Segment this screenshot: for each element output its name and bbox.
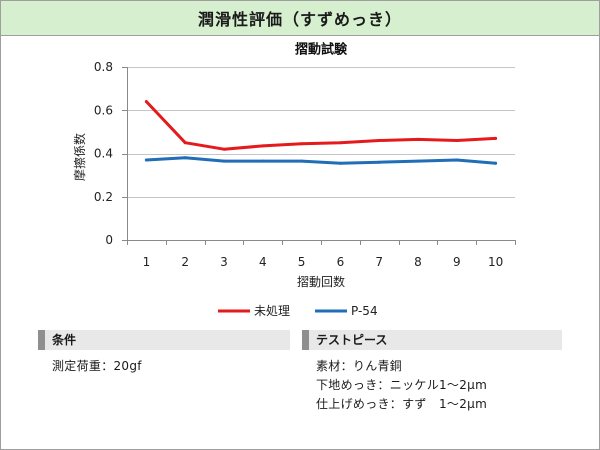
test-piece-body: 素材：りん青銅 下地めっき：ニッケル1～2μm 仕上げめっき：すず 1～2μm: [302, 357, 562, 414]
legend-item: P-54: [315, 304, 378, 318]
y-tick-label: 0.8: [94, 60, 113, 74]
page-header: 潤滑性評価（すずめっき）: [0, 0, 600, 36]
x-tick-labels: 1 2 3 4 5 6 7 8 9 10: [143, 255, 504, 269]
x-tick-label: 3: [220, 255, 228, 269]
y-tick-label: 0: [105, 233, 113, 247]
x-tick-label: 5: [298, 255, 306, 269]
chart-title: 摺動試験: [295, 42, 348, 58]
x-tick-label: 1: [143, 255, 151, 269]
series-0: [144, 100, 498, 151]
y-tick-label: 0.4: [94, 147, 113, 161]
series-line: [144, 156, 498, 165]
x-tick-label: 8: [414, 255, 422, 269]
legend-label: 未処理: [254, 304, 290, 318]
conditions-heading: 条件: [38, 330, 290, 350]
y-tick-labels: 0 0.2 0.4 0.6 0.8: [94, 60, 113, 247]
friction-line-chart: 摺動試験 0 0.2 0.4 0.6 0.8 1 2 3 4 5 6 7 8 9 10 摩擦係数 摺動回数…: [72, 42, 516, 318]
y-axis-label: 摩擦係数: [72, 133, 87, 181]
series-1: [144, 156, 498, 165]
test-piece-section: テストピース 素材：りん青銅 下地めっき：ニッケル1～2μm 仕上げめっき：すず…: [302, 330, 562, 414]
x-tick-label: 6: [337, 255, 345, 269]
data-point: [338, 141, 342, 145]
conditions-body: 測定荷重：20gf: [38, 357, 290, 376]
legend: 未処理 P-54: [218, 304, 378, 318]
test-piece-line: 素材：りん青銅: [316, 359, 403, 373]
test-piece-line: 下地めっき：ニッケル1～2μm: [316, 378, 488, 392]
legend-item: 未処理: [218, 304, 290, 318]
x-tick-label: 2: [181, 255, 189, 269]
data-point: [222, 147, 226, 151]
x-tick-label: 9: [453, 255, 461, 269]
conditions-section: 条件 測定荷重：20gf: [38, 330, 290, 376]
data-point: [222, 159, 226, 163]
data-point: [416, 137, 420, 141]
y-tick-label: 0.2: [94, 190, 113, 204]
gridlines: [122, 67, 516, 245]
data-point: [494, 136, 498, 140]
condition-line: 測定荷重：20gf: [52, 359, 142, 373]
data-point: [261, 159, 265, 163]
data-point: [494, 161, 498, 165]
legend-label: P-54: [351, 304, 378, 318]
x-axis-label: 摺動回数: [297, 274, 345, 289]
data-point: [377, 160, 381, 164]
data-point: [455, 139, 459, 142]
data-point: [183, 156, 187, 160]
x-tick-label: 10: [488, 255, 503, 269]
x-tick-label: 7: [375, 255, 383, 269]
y-tick-label: 0.6: [94, 103, 113, 117]
data-point: [144, 158, 148, 162]
data-point: [183, 141, 187, 145]
data-point: [261, 144, 265, 148]
series-line: [144, 100, 498, 151]
data-point: [144, 100, 148, 104]
series-layer: [144, 100, 498, 165]
data-point: [300, 159, 304, 163]
data-point: [338, 161, 342, 165]
page-title: 潤滑性評価（すずめっき）: [197, 9, 402, 29]
data-point: [455, 158, 459, 162]
test-piece-line: 仕上げめっき：すず 1～2μm: [316, 397, 488, 411]
data-point: [300, 142, 304, 146]
data-point: [416, 159, 420, 163]
x-tick-label: 4: [259, 255, 267, 269]
data-point: [377, 139, 381, 142]
test-piece-heading: テストピース: [302, 330, 562, 350]
